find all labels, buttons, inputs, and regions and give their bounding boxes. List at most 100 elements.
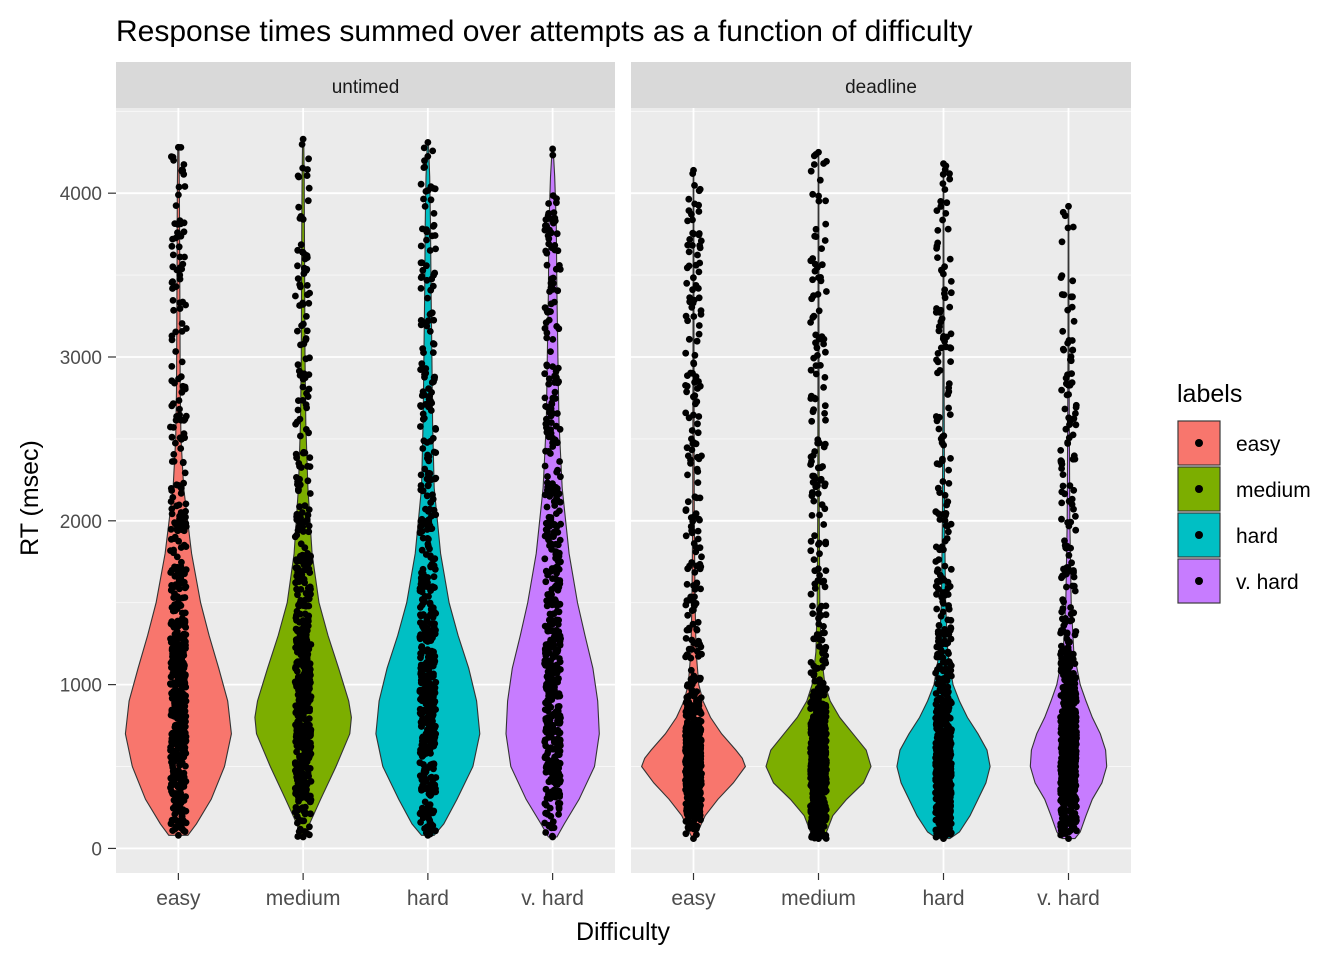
data-point <box>808 512 816 519</box>
x-axis-title: Difficulty <box>576 918 671 946</box>
data-point <box>295 601 302 609</box>
data-point <box>543 334 551 342</box>
data-point <box>172 283 180 290</box>
data-point <box>175 537 183 545</box>
data-point <box>545 668 553 676</box>
data-point <box>683 805 691 813</box>
data-point <box>182 513 189 521</box>
data-point <box>821 583 829 591</box>
data-point <box>947 358 954 365</box>
data-point <box>297 690 305 698</box>
data-point <box>933 356 940 364</box>
data-point <box>1059 482 1067 490</box>
data-point <box>424 801 432 809</box>
data-point <box>545 210 552 217</box>
data-point <box>1070 609 1078 617</box>
data-point <box>1069 431 1077 439</box>
data-point <box>936 686 944 693</box>
data-point <box>943 669 951 676</box>
data-point <box>1061 676 1068 684</box>
violin-points <box>932 160 955 842</box>
data-point <box>554 693 561 700</box>
data-point <box>814 352 821 359</box>
data-point <box>946 748 954 756</box>
data-point <box>557 520 564 528</box>
data-point <box>418 546 426 554</box>
data-point <box>935 585 942 593</box>
data-point <box>294 481 301 488</box>
data-point <box>544 747 552 755</box>
data-point <box>682 312 690 320</box>
data-point <box>167 820 175 828</box>
data-point <box>417 668 425 676</box>
data-point <box>429 340 437 347</box>
data-point <box>546 515 554 523</box>
data-point <box>1068 559 1075 567</box>
data-point <box>807 659 815 666</box>
data-point <box>416 688 424 695</box>
violin-v-hard <box>505 145 600 841</box>
data-point <box>170 451 178 458</box>
data-point <box>543 503 551 511</box>
data-point <box>427 792 434 799</box>
data-point <box>169 153 177 161</box>
data-point <box>687 666 695 674</box>
data-point <box>543 597 551 605</box>
data-point <box>817 464 825 472</box>
data-point <box>1065 551 1073 559</box>
legend-label: easy <box>1236 433 1281 456</box>
data-point <box>180 219 188 227</box>
legend-point-symbol <box>1195 485 1203 493</box>
data-point <box>304 764 312 772</box>
data-point <box>420 195 427 203</box>
data-point <box>427 637 435 644</box>
data-point <box>551 298 558 306</box>
data-point <box>940 835 947 842</box>
data-point <box>168 487 176 494</box>
data-point <box>1068 812 1075 820</box>
data-point <box>694 618 702 626</box>
data-point <box>545 822 553 830</box>
data-point <box>544 473 551 480</box>
data-point <box>684 718 691 726</box>
data-point <box>302 631 310 639</box>
data-point <box>419 487 426 495</box>
legend-label: hard <box>1236 525 1278 548</box>
data-point <box>418 360 426 368</box>
data-point <box>942 816 950 824</box>
data-point <box>167 681 175 688</box>
data-point <box>682 532 690 540</box>
data-point <box>690 770 698 778</box>
data-point <box>432 722 439 730</box>
data-point <box>422 768 430 776</box>
data-point <box>687 459 694 467</box>
data-point <box>1067 753 1075 761</box>
data-point <box>1058 768 1065 776</box>
violin-hard <box>375 139 481 839</box>
data-point <box>181 672 189 679</box>
data-point <box>550 498 558 506</box>
data-point <box>821 410 828 417</box>
data-point <box>815 197 823 205</box>
data-point <box>941 562 949 570</box>
data-point <box>933 807 940 815</box>
data-point <box>168 510 176 518</box>
data-point <box>419 445 427 452</box>
data-point <box>556 800 564 807</box>
data-point <box>1064 519 1071 526</box>
data-point <box>682 349 690 357</box>
data-point <box>807 705 814 712</box>
data-point <box>1069 277 1077 285</box>
data-point <box>1058 663 1066 671</box>
data-point <box>1058 742 1066 750</box>
data-point <box>934 577 941 585</box>
data-point <box>814 490 822 497</box>
data-point <box>419 345 427 352</box>
data-point <box>1069 346 1076 354</box>
y-tick-label: 0 <box>91 839 102 860</box>
data-point <box>1064 819 1072 827</box>
data-point <box>169 729 177 737</box>
data-point <box>1068 762 1076 770</box>
data-point <box>937 203 945 210</box>
data-point <box>417 285 425 292</box>
